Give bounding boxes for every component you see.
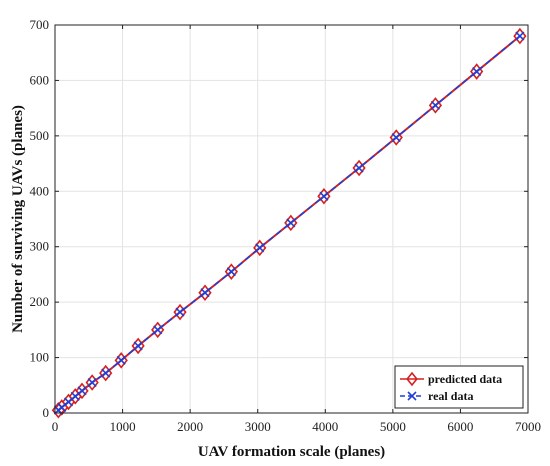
data-point bbox=[515, 31, 525, 41]
data-point bbox=[87, 377, 97, 388]
data-point bbox=[472, 66, 482, 77]
legend-entry: predicted data bbox=[400, 371, 502, 387]
x-tick-label: 3000 bbox=[245, 419, 271, 434]
data-point bbox=[153, 325, 163, 335]
data-point bbox=[389, 129, 403, 146]
x-tick-label: 5000 bbox=[380, 419, 406, 434]
data-point bbox=[70, 391, 80, 401]
y-tick-label: 600 bbox=[30, 72, 50, 87]
data-point bbox=[354, 163, 364, 173]
data-point bbox=[226, 267, 236, 277]
legend-label: predicted data bbox=[428, 372, 502, 386]
y-tick-label: 100 bbox=[30, 350, 50, 365]
x-tick-label: 6000 bbox=[447, 419, 473, 434]
data-point bbox=[57, 402, 67, 413]
data-point bbox=[391, 132, 401, 143]
x-axis-title: UAV formation scale (planes) bbox=[198, 444, 385, 460]
x-tick-label: 1000 bbox=[110, 419, 136, 434]
data-point bbox=[319, 191, 329, 201]
legend-entry: real data bbox=[400, 389, 473, 403]
y-tick-label: 0 bbox=[43, 405, 50, 420]
data-point bbox=[428, 97, 443, 114]
data-point bbox=[77, 386, 87, 396]
legend-label: real data bbox=[428, 389, 473, 403]
data-point bbox=[133, 341, 143, 351]
data-point bbox=[255, 243, 265, 253]
data-point bbox=[406, 371, 418, 387]
data-point bbox=[63, 397, 74, 407]
data-point bbox=[116, 355, 126, 365]
y-tick-label: 500 bbox=[30, 128, 50, 143]
plot-frame bbox=[54, 24, 529, 414]
series-1 bbox=[53, 31, 525, 415]
y-tick-label: 400 bbox=[30, 183, 50, 198]
x-tick-label: 4000 bbox=[312, 419, 338, 434]
x-tick-label: 0 bbox=[52, 419, 59, 434]
data-point bbox=[513, 27, 527, 45]
grid bbox=[54, 24, 529, 414]
data-point bbox=[286, 218, 296, 228]
ticks: 0 1000 2000 3000 4000 5000 6000 7000 0 100 200 300 4… bbox=[30, 17, 542, 434]
legend-box bbox=[394, 365, 524, 409]
data-point bbox=[430, 100, 440, 110]
data-point bbox=[101, 368, 111, 378]
series-layer bbox=[51, 27, 527, 419]
y-tick-label: 300 bbox=[30, 239, 50, 254]
data-point bbox=[407, 391, 417, 401]
data-point bbox=[175, 307, 185, 317]
x-tick-label: 2000 bbox=[177, 419, 203, 434]
legend: predicted data real data bbox=[394, 365, 524, 409]
data-point bbox=[85, 374, 99, 391]
data-point bbox=[200, 288, 210, 298]
data-point bbox=[224, 263, 238, 280]
y-tick-label: 200 bbox=[30, 294, 50, 309]
y-axis-title: Number of surviving UAVs (planes) bbox=[10, 105, 26, 333]
data-point bbox=[131, 337, 145, 355]
x-tick-label: 7000 bbox=[515, 419, 541, 434]
y-tick-label: 700 bbox=[30, 17, 50, 32]
